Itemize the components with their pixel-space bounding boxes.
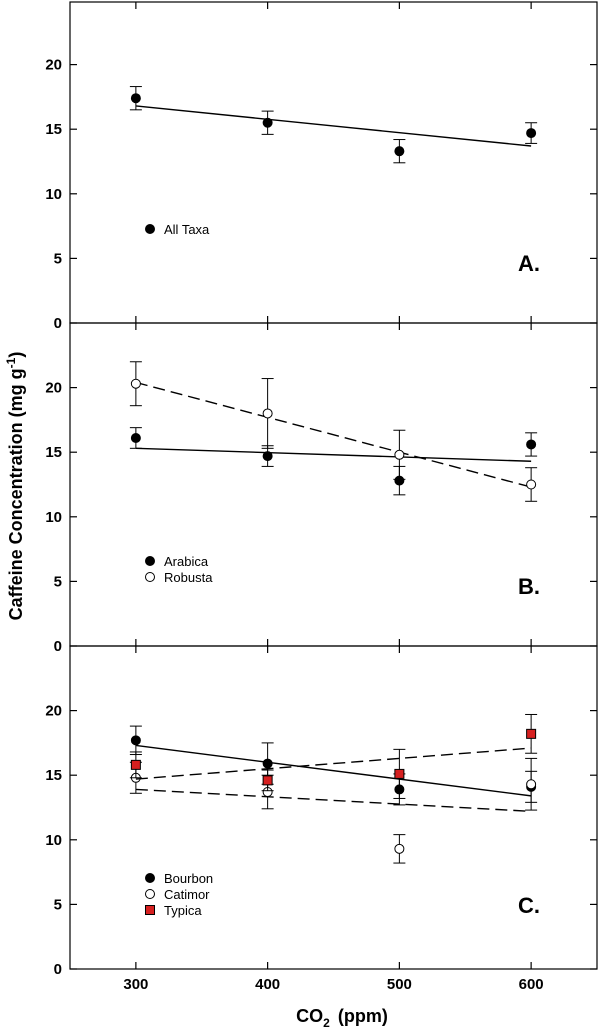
catimor-legend-label: Catimor [164,887,210,902]
bourbon-legend-marker [145,873,155,883]
bourbon-fit-line [135,744,532,797]
y-tick-label: 15 [45,767,62,784]
typica-point [526,728,537,739]
robusta-legend-label: Robusta [164,570,213,585]
panel-label: C. [518,893,540,918]
typica-fit-line [135,747,532,780]
x-tick-label: 600 [519,976,544,993]
bourbon-point [130,735,141,746]
bourbon-legend-label: Bourbon [164,871,213,886]
panel-3: 0 5 10 15 20 300 400 500 600 BourbonCatimorTypica… [45,645,598,993]
arabica-point [262,451,273,462]
y-tick-label: 15 [45,121,62,138]
robusta-fit-line [135,381,532,488]
arabica-point [130,432,141,443]
y-tick-label: 20 [45,57,62,74]
catimor-fit-line [135,788,532,813]
y-tick-label: 10 [45,509,62,526]
all-taxa-point [262,117,273,128]
all-taxa-point [130,93,141,104]
all-taxa-legend-marker [145,224,155,234]
y-tick-label: 20 [45,380,62,397]
panel-frame [69,645,598,970]
arabica-fit-line [135,447,532,462]
panel-1: 0 5 10 15 20 All Taxa A. [45,1,598,332]
y-axis-title-close: ) [6,352,26,358]
x-axis-title-unit: (ppm) [338,1006,388,1026]
robusta-point [394,449,405,460]
arabica-legend-marker [145,556,155,566]
robusta-point [262,408,273,419]
y-tick-label: 0 [54,315,62,332]
robusta-legend-marker [145,572,155,582]
y-tick-label: 5 [54,573,62,590]
x-tick-label: 400 [255,976,280,993]
arabica-legend-label: Arabica [164,554,209,569]
y-tick-label: 5 [54,896,62,913]
bourbon-point [262,758,273,769]
catimor-point [526,779,537,790]
robusta-point [526,479,537,490]
y-tick-label: 10 [45,186,62,203]
x-tick-label: 300 [123,976,148,993]
all-taxa-point [394,146,405,157]
y-tick-label: 10 [45,832,62,849]
typica-point [394,768,405,779]
catimor-legend-marker [145,889,155,899]
typica-legend-marker [145,905,155,915]
y-axis-title: Caffeine Concentration (mg g-1) [4,352,26,621]
x-axis-title: CO2 (ppm) [296,1006,388,1030]
y-tick-label: 15 [45,444,62,461]
x-axis-title-subscript: 2 [323,1016,330,1030]
x-tick-label: 500 [387,976,412,993]
all-taxa-point [526,128,537,139]
all-taxa-legend-label: All Taxa [164,222,210,237]
all-taxa-fit-line [135,105,532,147]
robusta-point [130,378,141,389]
typica-legend-label: Typica [164,903,202,918]
x-axis-title-text: CO [296,1006,323,1026]
panel-label: B. [518,574,540,599]
typica-point [262,775,273,786]
y-axis-title-superscript: -1 [4,357,18,368]
typica-point [130,759,141,770]
y-tick-label: 0 [54,638,62,655]
y-tick-label: 20 [45,703,62,720]
catimor-point [394,843,405,854]
panel-label: A. [518,251,540,276]
y-tick-label: 0 [54,961,62,978]
y-tick-label: 5 [54,250,62,267]
arabica-point [526,439,537,450]
y-axis-title-text: Caffeine Concentration (mg g [6,368,26,620]
